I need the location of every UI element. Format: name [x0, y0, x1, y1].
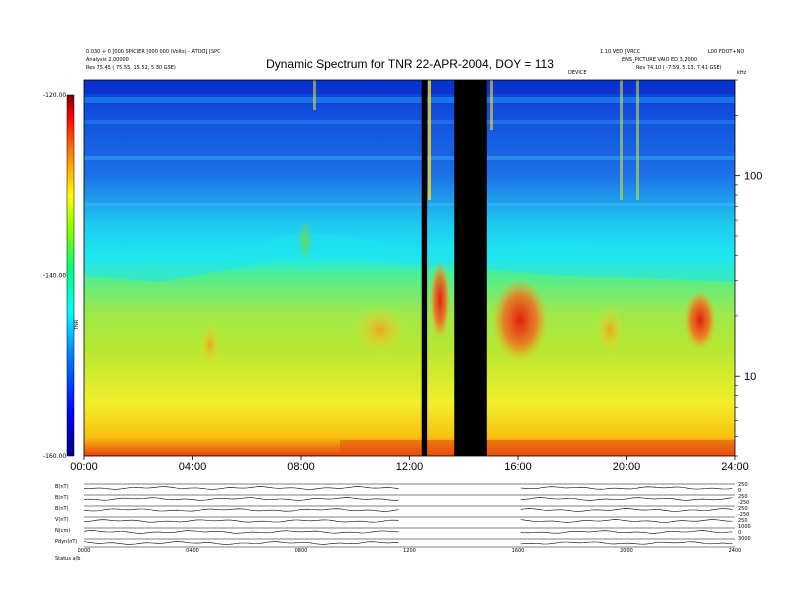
- spectrogram-band: [84, 80, 735, 94]
- spectrogram-feature: [430, 260, 450, 340]
- panel-tick-label: 1200: [403, 548, 416, 554]
- spectrogram-feature: [492, 278, 548, 362]
- panel-label: Pdyn(nT): [55, 539, 77, 545]
- panel-tick-label: 0800: [295, 548, 308, 554]
- panel-right-label: 250: [738, 506, 748, 512]
- spectrogram-feature: [200, 323, 220, 367]
- footer-text: Status a/b: [55, 556, 80, 562]
- panel-trace: [83, 486, 733, 490]
- data-gap: [454, 80, 487, 456]
- header-info-7: Rev 74.10 ( -7.59, 5.13, 7.41 GSE): [636, 65, 722, 71]
- spectrogram-feature: [354, 306, 406, 354]
- spectrogram-feature: [684, 290, 716, 350]
- spectrogram-feature: [313, 80, 316, 110]
- spectrogram-band: [84, 232, 735, 282]
- panel-tick-label: 2000: [620, 548, 633, 554]
- panel-trace: [83, 497, 733, 501]
- colorbar-ticks: -120.00 -140.00 -160.00: [43, 92, 66, 460]
- header-info-1: 0.030 + 0 [000 SPICIER [000 000 (Volts) …: [86, 49, 221, 55]
- y-tick-label: 10: [744, 371, 756, 383]
- spectrogram-feature: [297, 218, 313, 262]
- chart-title: Dynamic Spectrum for TNR 22-APR-2004, DO…: [266, 57, 554, 71]
- x-axis-ticks: 00:00 04:00 08:00 12:00 16:00 20:00 24:00: [70, 456, 749, 473]
- panel-label: B(nT): [55, 506, 69, 512]
- panel-trace: [83, 530, 733, 534]
- panel-label: N(cm): [55, 528, 70, 534]
- colorbar-tick-label: -120.00: [43, 92, 66, 99]
- spectrogram-band: [84, 156, 735, 160]
- header-info-3: Res 75.45 ( 75.55, 15.52, 5.30 GSE): [86, 65, 176, 71]
- colorbar: [66, 94, 75, 457]
- panel-tick-label: 2400: [729, 548, 742, 554]
- spectrogram-feature: [636, 80, 639, 200]
- panel-trace: [83, 519, 733, 523]
- header-info-4: 1.10 VED [VRCC: [600, 49, 641, 55]
- lower-panels: B(nT)B(nT)B(nT)V(nT)N(cm)Pdyn(nT)2500250…: [55, 482, 751, 554]
- panel-right-label: 250: [738, 494, 748, 500]
- spectrogram-feature: [340, 440, 735, 456]
- y-axis-right-ticks: 100 10: [735, 79, 762, 457]
- panel-label: B(nT): [55, 484, 69, 490]
- header-info-6: ENS_PICTURE VAIO ED 3,2000: [622, 57, 697, 63]
- spectrogram-band: [84, 120, 735, 124]
- x-tick-label: 20:00: [613, 461, 641, 473]
- spectrogram-band: [84, 97, 735, 103]
- panel-trace: [83, 541, 733, 545]
- panel-tick-label: 0000: [78, 548, 91, 554]
- x-tick-label: 16:00: [504, 461, 532, 473]
- y-tick-label: 100: [744, 171, 762, 183]
- spectrogram-band: [84, 203, 735, 206]
- data-gaps: [421, 80, 487, 456]
- header-info-2: Analysis 2.00000: [86, 57, 129, 63]
- panel-right-label: 0: [738, 530, 741, 536]
- panel-label: B(nT): [55, 495, 69, 501]
- colorbar-tick-label: -160.00: [43, 453, 66, 460]
- panel-tick-label: 0400: [186, 548, 199, 554]
- header-info-9: kHz: [737, 70, 747, 76]
- spectrogram: [83, 79, 736, 457]
- x-tick-label: 04:00: [179, 461, 207, 473]
- panel-right-label: 1000: [738, 524, 751, 530]
- panel-right-label: -250: [738, 512, 749, 518]
- data-gap: [421, 80, 428, 456]
- spectrogram-feature: [620, 80, 623, 200]
- header-info-8: DEVICE: [568, 70, 587, 76]
- panel-right-label: 250: [738, 482, 748, 488]
- x-tick-label: 00:00: [70, 461, 98, 473]
- panel-right-label: -250: [738, 500, 749, 506]
- spectrogram-feature: [428, 80, 431, 200]
- header-info-5: L00 FDOT+NO: [708, 49, 744, 55]
- panel-tick-label: 1600: [512, 548, 525, 554]
- colorbar-tick-label: -140.00: [43, 273, 66, 280]
- colorbar-label: TNR: [74, 319, 80, 331]
- spectrogram-feature: [596, 306, 624, 354]
- panel-right-label: 0: [738, 488, 741, 494]
- panel-label: V(nT): [55, 517, 69, 523]
- panel-right-label: 250: [738, 518, 748, 524]
- x-tick-label: 24:00: [721, 461, 749, 473]
- panel-right-label: 3000: [738, 536, 751, 542]
- spectrogram-feature: [490, 80, 493, 130]
- x-tick-label: 08:00: [287, 461, 315, 473]
- panel-trace: [83, 508, 733, 512]
- x-tick-label: 12:00: [396, 461, 424, 473]
